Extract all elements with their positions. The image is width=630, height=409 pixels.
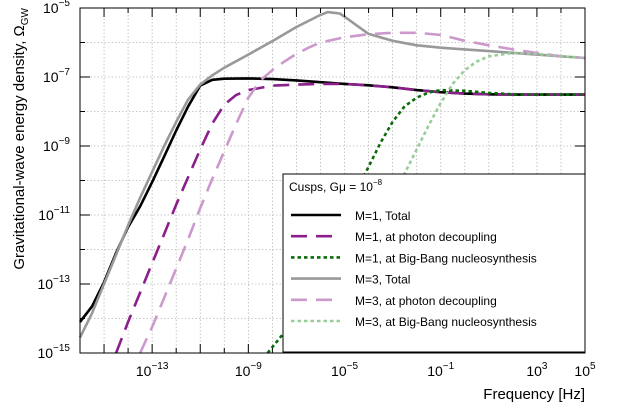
legend-label: M=1, at Big-Bang nucleosynthesis bbox=[355, 251, 537, 265]
legend-label: M=3, at Big-Bang nucleosynthesis bbox=[355, 315, 537, 329]
x-tick-label: 103 bbox=[526, 361, 548, 379]
x-tick-label: 10−5 bbox=[331, 361, 358, 379]
x-tick-label: 10−13 bbox=[136, 361, 169, 379]
legend-label: M=3, at photon decoupling bbox=[355, 294, 497, 308]
series-line bbox=[78, 10, 586, 339]
series-line bbox=[114, 82, 585, 354]
x-tick-label: 105 bbox=[574, 361, 596, 379]
y-tick-label: 10−9 bbox=[43, 136, 70, 154]
legend-label: M=1, at photon decoupling bbox=[355, 230, 497, 244]
y-tick-label: 10−11 bbox=[38, 205, 70, 223]
x-axis-label: Frequency [Hz] bbox=[483, 386, 585, 403]
y-axis-label: Gravitational-wave energy density, ΩGW bbox=[11, 7, 31, 269]
legend-title: Cusps, Gμ = 10−8 bbox=[289, 178, 383, 194]
legend-box bbox=[282, 173, 586, 353]
legend: Cusps, Gμ = 10−8 M=1, Total M=1, at photon… bbox=[282, 173, 586, 353]
y-tick-label: 10−15 bbox=[37, 343, 70, 361]
legend-label: M=1, Total bbox=[355, 209, 410, 223]
y-tick-label: 10−7 bbox=[43, 67, 70, 85]
series-lines bbox=[78, 10, 586, 354]
axis-labels: 10−13 10−9 10−5 10−1 103 105 10−15 10−13 10−11 10… bbox=[11, 0, 596, 403]
legend-label: M=3, Total bbox=[355, 273, 410, 287]
x-tick-label: 10−9 bbox=[235, 361, 262, 379]
series-line bbox=[138, 31, 586, 354]
y-tick-label: 10−13 bbox=[37, 274, 70, 292]
x-tick-label: 10−1 bbox=[427, 361, 454, 379]
y-tick-label: 10−5 bbox=[43, 0, 70, 16]
